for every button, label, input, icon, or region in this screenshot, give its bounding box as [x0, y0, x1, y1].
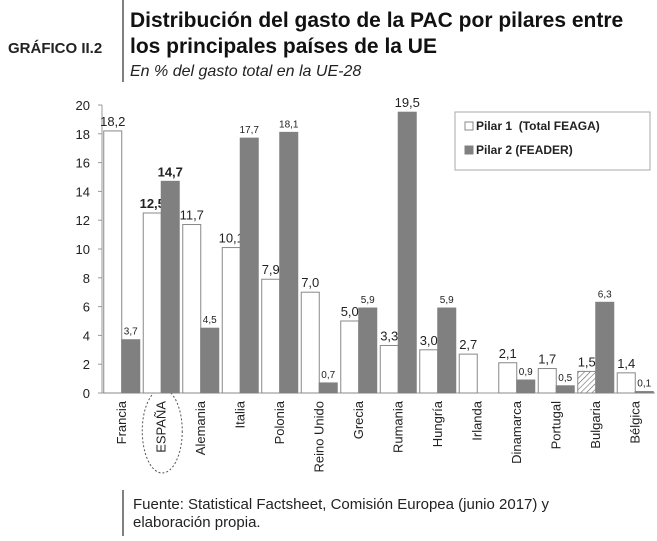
y-tick-label: 4 — [83, 328, 90, 343]
value-label: 17,7 — [240, 125, 260, 136]
legend-box — [454, 111, 651, 171]
title-line: Distribución del gasto de la PAC por pil… — [130, 9, 623, 32]
bar — [142, 212, 162, 394]
y-tick-label: 18 — [76, 127, 90, 142]
bar — [595, 301, 615, 394]
bar — [279, 131, 299, 394]
value-label: 1,4 — [617, 356, 635, 371]
bar — [437, 307, 457, 394]
bar — [419, 349, 439, 394]
bar — [379, 344, 399, 394]
bar — [616, 372, 636, 394]
x-tick-label: Irlanda — [469, 400, 484, 441]
x-tick-label: Portugal — [548, 401, 563, 450]
value-label: 5,9 — [440, 295, 454, 306]
highlight-ring — [141, 388, 183, 474]
legend-swatch — [464, 121, 474, 131]
y-tick-label: 20 — [76, 98, 90, 113]
value-label: 7,0 — [301, 275, 319, 290]
value-label: 3,7 — [124, 327, 138, 338]
value-label: 19,5 — [395, 95, 420, 110]
value-label: 0,5 — [558, 373, 572, 384]
x-tick-label: Italia — [232, 400, 247, 428]
y-tick-label: 12 — [76, 213, 90, 228]
x-tick-label: Reino Unido — [311, 401, 326, 473]
legend-label: Pilar 2 (FEADER) — [476, 143, 573, 157]
bar — [261, 278, 281, 394]
bar — [318, 382, 338, 394]
value-label: 5,9 — [361, 295, 375, 306]
value-label: 3,3 — [380, 328, 398, 343]
value-label: 4,5 — [203, 315, 217, 326]
subtitle: En % del gasto total en la UE-28 — [130, 63, 361, 80]
value-label: 0,9 — [519, 367, 533, 378]
x-tick-label: Rumania — [390, 400, 405, 453]
source-line: elaboración propia. — [133, 514, 261, 531]
bar — [160, 180, 180, 394]
x-tick-label: Bélgica — [627, 400, 642, 443]
bar — [516, 379, 536, 394]
source-line: Fuente: Statistical Factsheet, Comisión … — [133, 496, 550, 513]
value-label: 1,7 — [538, 352, 556, 367]
x-tick-label: Bulgaria — [588, 400, 603, 448]
bar — [537, 368, 557, 394]
figure-label: GRÁFICO II.2 — [8, 40, 102, 57]
bar — [397, 111, 417, 394]
value-label: 0,7 — [321, 370, 335, 381]
y-tick-label: 0 — [83, 386, 90, 401]
value-label: 5,0 — [341, 304, 359, 319]
title-line: los principales países de la UE — [130, 35, 437, 58]
value-label: 11,7 — [180, 208, 204, 223]
bar — [239, 137, 259, 394]
value-label: 0,1 — [637, 379, 651, 390]
value-label: 12,5 — [140, 196, 165, 211]
value-label: 3,0 — [420, 333, 438, 348]
x-tick-label: Hungría — [430, 400, 445, 447]
value-label: 1,5 — [578, 354, 596, 369]
y-tick-label: 10 — [76, 242, 90, 257]
x-tick-label: Polonia — [272, 400, 287, 444]
value-label: 10,1 — [219, 231, 244, 246]
value-label: 7,9 — [262, 262, 280, 277]
bar — [458, 353, 478, 394]
bar — [555, 385, 575, 394]
bar — [498, 362, 518, 394]
bar — [358, 307, 378, 394]
y-tick-label: 8 — [83, 271, 90, 286]
value-label: 2,7 — [459, 337, 477, 352]
x-tick-label: ESPAÑA — [153, 401, 168, 453]
y-tick-label: 2 — [83, 357, 90, 372]
legend-label: Pilar 1 (Total FEAGA) — [476, 119, 600, 133]
y-tick-label: 14 — [76, 184, 90, 199]
bar — [577, 370, 597, 394]
x-tick-label: Francia — [114, 400, 129, 444]
x-tick-label: Alemania — [193, 400, 208, 455]
bar — [121, 339, 141, 394]
bar — [221, 247, 241, 394]
x-tick-label: Grecia — [351, 400, 366, 439]
bar — [300, 291, 320, 394]
y-tick-label: 16 — [76, 156, 90, 171]
value-label: 18,2 — [100, 114, 125, 129]
y-tick-label: 6 — [83, 300, 90, 315]
value-label: 18,1 — [279, 119, 299, 130]
bar — [200, 327, 220, 394]
bar — [103, 130, 123, 394]
bar — [182, 224, 202, 394]
bar — [340, 320, 360, 394]
legend-swatch — [464, 145, 474, 155]
x-tick-label: Dinamarca — [509, 400, 524, 464]
bar — [634, 391, 654, 394]
value-label: 14,7 — [158, 164, 183, 179]
value-label: 6,3 — [598, 289, 612, 300]
value-label: 2,1 — [499, 346, 517, 361]
